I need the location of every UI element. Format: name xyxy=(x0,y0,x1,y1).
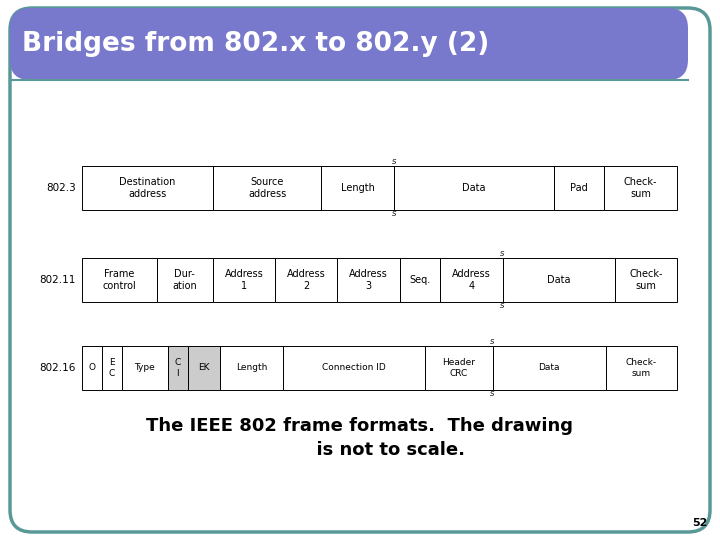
Text: S: S xyxy=(490,391,495,397)
Text: Check-
sum: Check- sum xyxy=(626,359,657,377)
Text: S: S xyxy=(500,303,505,309)
Bar xyxy=(157,258,213,302)
Text: O: O xyxy=(89,363,96,373)
Bar xyxy=(604,166,677,210)
Bar xyxy=(102,346,122,390)
Text: Header
CRC: Header CRC xyxy=(442,359,475,377)
Bar xyxy=(188,346,220,390)
Text: Address
3: Address 3 xyxy=(349,269,388,291)
Bar xyxy=(492,346,606,390)
Text: Dur-
ation: Dur- ation xyxy=(172,269,197,291)
Bar xyxy=(212,166,321,210)
Text: S: S xyxy=(500,251,505,257)
Bar xyxy=(284,346,426,390)
Text: Data: Data xyxy=(462,183,485,193)
Text: Pad: Pad xyxy=(570,183,588,193)
Text: 802.11: 802.11 xyxy=(40,275,76,285)
Bar xyxy=(606,346,677,390)
Text: 52: 52 xyxy=(693,518,708,528)
Bar xyxy=(82,346,102,390)
Text: Data: Data xyxy=(547,275,570,285)
Text: Length: Length xyxy=(236,363,267,373)
Bar xyxy=(554,166,604,210)
Bar xyxy=(168,346,188,390)
Text: Address
4: Address 4 xyxy=(452,269,491,291)
Text: 802.16: 802.16 xyxy=(40,363,76,373)
Text: Source
address: Source address xyxy=(248,177,286,199)
Text: 802.3: 802.3 xyxy=(46,183,76,193)
Text: Check-
sum: Check- sum xyxy=(624,177,657,199)
Text: S: S xyxy=(392,211,396,217)
Bar xyxy=(426,346,492,390)
FancyBboxPatch shape xyxy=(10,8,688,80)
Bar xyxy=(275,258,338,302)
Text: Seq.: Seq. xyxy=(410,275,431,285)
FancyBboxPatch shape xyxy=(10,8,710,532)
Text: Check-
sum: Check- sum xyxy=(629,269,662,291)
Bar xyxy=(122,346,168,390)
Text: The IEEE 802 frame formats.  The drawing
          is not to scale.: The IEEE 802 frame formats. The drawing … xyxy=(146,417,574,459)
Text: Address
2: Address 2 xyxy=(287,269,325,291)
Text: Connection ID: Connection ID xyxy=(323,363,386,373)
Text: S: S xyxy=(392,159,396,165)
Bar xyxy=(82,166,212,210)
Bar xyxy=(440,258,503,302)
Bar xyxy=(400,258,440,302)
Text: E
C: E C xyxy=(109,359,115,377)
Bar xyxy=(394,166,554,210)
Text: S: S xyxy=(490,339,495,345)
Text: Address
1: Address 1 xyxy=(225,269,264,291)
Text: Data: Data xyxy=(539,363,560,373)
Text: EK: EK xyxy=(198,363,210,373)
Text: Bridges from 802.x to 802.y (2): Bridges from 802.x to 802.y (2) xyxy=(22,31,490,57)
Text: C
I: C I xyxy=(175,359,181,377)
Bar xyxy=(82,258,157,302)
Text: Type: Type xyxy=(135,363,155,373)
Text: Destination
address: Destination address xyxy=(119,177,176,199)
Bar xyxy=(615,258,677,302)
Bar xyxy=(338,258,400,302)
Bar xyxy=(503,258,615,302)
Bar xyxy=(213,258,275,302)
Bar xyxy=(321,166,394,210)
Text: Frame
control: Frame control xyxy=(102,269,136,291)
Bar xyxy=(220,346,284,390)
Text: Length: Length xyxy=(341,183,374,193)
